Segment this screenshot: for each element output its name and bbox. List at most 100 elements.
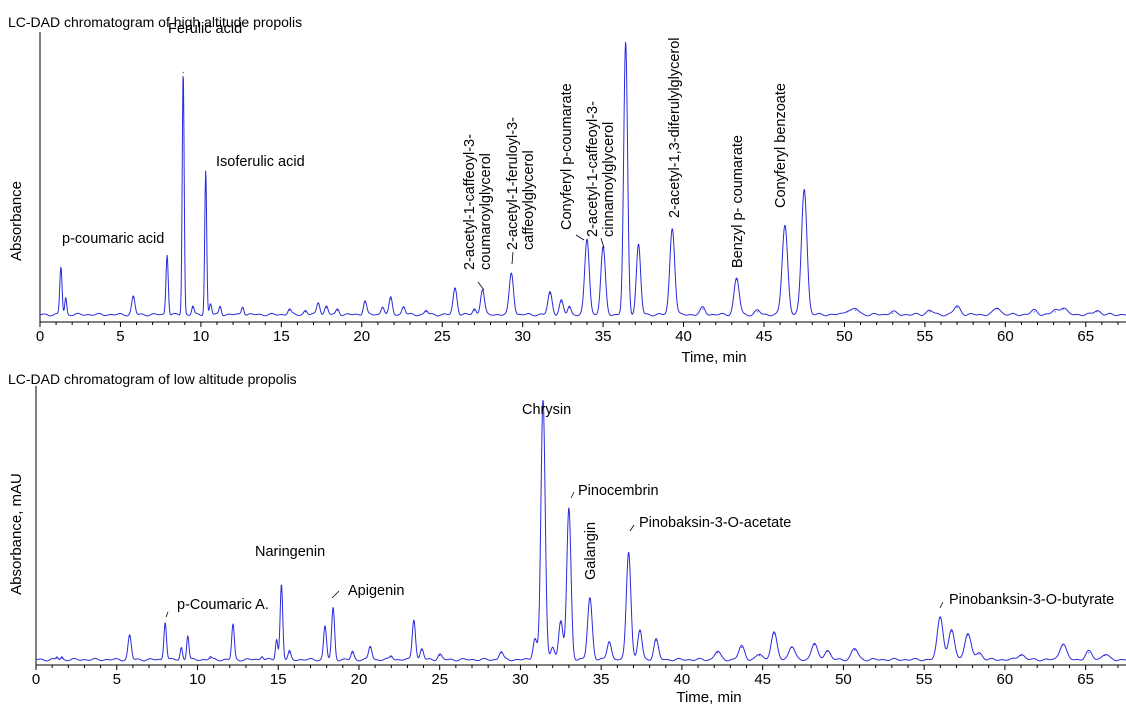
- peak-point: [65, 298, 67, 300]
- peak-point: [639, 630, 641, 632]
- x-tick-label: 65: [1077, 671, 1094, 688]
- peak-point: [803, 189, 805, 191]
- peak-label: 2-acetyl-1-caffeoyl-3-coumaroylglycerol: [462, 134, 494, 270]
- peak-point: [337, 309, 339, 311]
- peak-point: [180, 648, 182, 650]
- peak-leader-line: [570, 491, 575, 499]
- x-tick-label: 55: [917, 328, 934, 345]
- peak-point: [773, 633, 775, 635]
- peak-point: [280, 584, 283, 586]
- peak-point: [602, 248, 604, 250]
- peak-leader-line: [331, 590, 340, 599]
- chart-panel-high-altitude: LC-DAD chromatogram of high altitude pro…: [8, 14, 1126, 366]
- peak-leader-line: [629, 524, 635, 532]
- peak-point: [741, 646, 743, 649]
- x-tick-label: 30: [514, 328, 531, 345]
- peak-point: [978, 653, 980, 655]
- x-tick-label: 35: [593, 671, 610, 688]
- x-tick-label: 25: [431, 671, 448, 688]
- peak-point: [439, 654, 441, 657]
- peak-leader-line: [165, 611, 169, 618]
- peak-point: [232, 625, 234, 627]
- peak-point: [625, 43, 627, 46]
- peak-leader-line: [575, 234, 585, 241]
- x-tick-label: 10: [193, 328, 210, 345]
- peak-label: Isoferulic acid: [216, 154, 305, 170]
- peak-point: [209, 304, 212, 306]
- x-tick-label: 30: [512, 671, 529, 688]
- peak-point: [317, 302, 319, 304]
- peak-point: [1096, 311, 1098, 313]
- peak-point: [996, 308, 998, 310]
- peak-label: 2-acetyl-1-caffeoyl-3-cinnamoylglycerol: [585, 101, 617, 237]
- peak-point: [261, 656, 263, 658]
- peak-point: [351, 652, 354, 654]
- x-tick-label: 15: [270, 671, 287, 688]
- peak-point: [813, 644, 815, 646]
- peak-point: [534, 638, 536, 640]
- peak-point: [276, 640, 278, 642]
- peak-point: [304, 311, 307, 313]
- x-tick-label: 0: [32, 671, 40, 688]
- x-tick-label: 0: [36, 328, 44, 345]
- x-tick-label: 50: [836, 328, 853, 345]
- peak-point: [637, 245, 640, 247]
- peak-point: [1033, 311, 1035, 313]
- peak-point: [242, 307, 244, 309]
- peak-point: [182, 71, 184, 73]
- peak-point: [568, 307, 570, 309]
- peak-label: Benzyl p- coumarate: [730, 135, 746, 268]
- peak-point: [192, 307, 194, 309]
- peak-point: [288, 652, 291, 654]
- peak-label: 2-acetyl-1-feruloyl-3-caffeoylglycerol: [505, 117, 537, 250]
- peak-label: Galangin: [583, 522, 599, 580]
- x-tick-label: 10: [189, 671, 206, 688]
- peak-point: [826, 650, 828, 653]
- x-tick-label: 40: [675, 328, 692, 345]
- y-axis-label: Absorbance: [8, 181, 25, 261]
- peak-point: [500, 652, 502, 654]
- chromatogram-trace: [39, 41, 1126, 317]
- peak-label: Conyferyl p-coumarate: [559, 83, 575, 230]
- peak-point: [855, 309, 857, 311]
- peak-point: [219, 307, 221, 309]
- peak-point: [549, 293, 551, 295]
- peak-point: [784, 225, 786, 227]
- peak-point: [892, 312, 894, 314]
- x-tick-label: 45: [756, 328, 773, 345]
- peak-point: [671, 228, 673, 230]
- peak-point: [369, 646, 371, 649]
- peak-point: [481, 290, 484, 292]
- peak-label: Conyferyl benzoate: [773, 83, 789, 208]
- peak-point: [61, 657, 63, 659]
- x-tick-label: 50: [835, 671, 852, 688]
- chart-title: LC-DAD chromatogram of low altitude prop…: [8, 371, 297, 387]
- x-tick-label: 20: [351, 671, 368, 688]
- y-axis-label: Absorbance, mAU: [8, 473, 25, 595]
- x-tick-label: 35: [595, 328, 612, 345]
- peak-label: Ferulic acid: [168, 21, 242, 37]
- peak-point: [608, 641, 610, 643]
- x-tick-label: 25: [434, 328, 451, 345]
- peak-label: Pinobanksin-3-O-butyrate: [949, 592, 1114, 608]
- peak-label: 2-acetyl-1,3-diferulylglycerol: [667, 37, 683, 218]
- peak-point: [164, 622, 166, 624]
- peak-point: [702, 308, 704, 310]
- x-tick-label: 65: [1077, 328, 1094, 345]
- peak-point: [929, 311, 931, 313]
- peak-point: [390, 298, 392, 300]
- peak-point: [967, 634, 969, 636]
- peak-point: [847, 311, 849, 313]
- peak-point: [390, 656, 392, 658]
- peak-leader-line: [939, 601, 944, 609]
- peak-point: [655, 640, 657, 642]
- peak-point: [421, 649, 423, 651]
- x-tick-label: 40: [674, 671, 691, 688]
- peak-point: [628, 552, 630, 554]
- peak-point: [288, 309, 290, 311]
- peak-point: [956, 307, 958, 309]
- x-tick-label: 60: [997, 671, 1014, 688]
- chart-title: LC-DAD chromatogram of high altitude pro…: [8, 14, 302, 30]
- x-tick-label: 45: [754, 671, 771, 688]
